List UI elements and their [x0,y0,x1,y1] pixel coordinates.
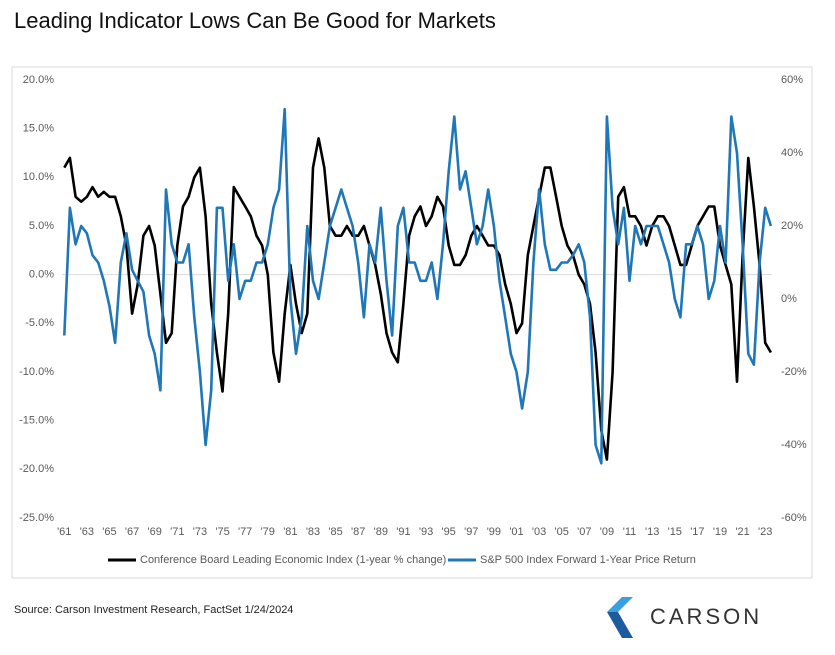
x-tick-label: '03 [532,526,546,538]
y2-tick-label: 40% [781,147,803,159]
y-tick-label: 20.0% [23,74,54,86]
x-tick-label: '17 [690,526,704,538]
x-tick-label: '23 [758,526,772,538]
x-tick-label: '91 [396,526,410,538]
y-tick-label: 0.0% [29,269,54,281]
logo-mark [607,597,633,612]
logo-text: CARSON [650,604,762,629]
x-tick-label: '83 [306,526,320,538]
x-tick-label: '81 [283,526,297,538]
y2-tick-label: -40% [781,439,807,451]
x-tick-label: '89 [374,526,388,538]
x-tick-label: '79 [261,526,275,538]
x-tick-label: '65 [102,526,116,538]
y-tick-label: -10.0% [19,366,54,378]
y2-tick-label: 0% [781,293,797,305]
x-tick-label: '87 [351,526,365,538]
y2-tick-label: -60% [781,512,807,524]
x-tick-label: '13 [645,526,659,538]
x-tick-label: '99 [487,526,501,538]
x-tick-label: '97 [464,526,478,538]
x-tick-label: '93 [419,526,433,538]
x-tick-label: '77 [238,526,252,538]
x-tick-label: '63 [80,526,94,538]
series-line [63,137,773,461]
y2-tick-label: 20% [781,220,803,232]
x-tick-label: '73 [193,526,207,538]
y-tick-label: 10.0% [23,171,54,183]
y2-tick-label: 60% [781,74,803,86]
chart-title: Leading Indicator Lows Can Be Good for M… [14,8,496,33]
x-tick-label: '11 [623,526,637,538]
x-tick-label: '09 [600,526,614,538]
x-tick-label: '75 [215,526,229,538]
y-tick-label: -25.0% [19,512,54,524]
y-tick-label: -5.0% [25,317,54,329]
x-tick-label: '69 [148,526,162,538]
y-tick-label: 15.0% [23,123,54,135]
x-tick-label: '67 [125,526,139,538]
x-tick-label: '05 [555,526,569,538]
x-tick-label: '21 [735,526,749,538]
y-tick-label: 5.0% [29,220,54,232]
x-tick-label: '01 [509,526,523,538]
x-tick-label: '19 [713,526,727,538]
chart-frame [11,66,813,579]
x-tick-label: '71 [170,526,184,538]
y-tick-label: -20.0% [19,463,54,475]
y-tick-label: -15.0% [19,415,54,427]
x-tick-label: '07 [577,526,591,538]
x-tick-label: '85 [328,526,342,538]
legend-label: S&P 500 Index Forward 1-Year Price Retur… [480,554,696,566]
logo: CARSON [607,597,762,638]
logo-mark [607,612,633,638]
y2-tick-label: -20% [781,366,807,378]
x-tick-label: '61 [57,526,71,538]
source-note: Source: Carson Investment Research, Fact… [14,604,293,616]
series-line [63,107,773,465]
legend-label: Conference Board Leading Economic Index … [140,554,446,566]
x-tick-label: '15 [668,526,682,538]
x-tick-label: '95 [441,526,455,538]
